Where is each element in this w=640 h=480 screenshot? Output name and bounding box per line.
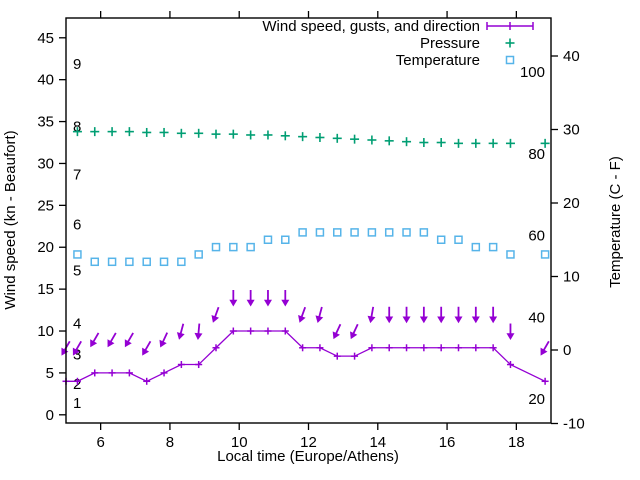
svg-text:-10: -10 [563,416,585,433]
svg-text:20: 20 [37,239,54,256]
wind-direction-arrow [419,306,428,324]
legend-label: Temperature [396,52,480,69]
wind-direction-arrow [298,306,307,323]
wind-direction-arrow [194,323,203,340]
wind-direction-arrow [315,306,324,323]
wind-direction-arrow [159,332,169,348]
plot-border [65,17,552,424]
y-axis-left-title: Wind speed (kn - Beaufort) [2,130,19,309]
y-axis-left: 0 5 10 15 20 25 30 35 40 45 [37,30,66,424]
wind-direction-arrow [281,290,290,307]
svg-text:40: 40 [37,72,54,89]
wind-direction-arrow [142,340,152,356]
legend: Wind speed, gusts, and directionPressure… [262,18,534,69]
wind-direction-arrow [61,340,71,356]
svg-text:40: 40 [528,310,545,327]
wind-direction-arrow [176,323,185,340]
svg-text:6: 6 [96,434,104,451]
svg-text:80: 80 [528,146,545,163]
svg-text:8: 8 [166,434,174,451]
wind-direction-arrow [350,323,359,340]
x-axis-title: Local time (Europe/Athens) [217,448,399,465]
wind-direction-arrow [263,290,272,307]
wind-direction-arrow [124,332,134,348]
y-axis-right-title: Temperature (C - F) [607,156,624,288]
wind-direction-arrow [332,323,342,340]
svg-text:45: 45 [37,30,54,47]
wind-direction-arrow [489,306,498,324]
gust-direction-arrows [61,290,550,356]
svg-text:10: 10 [231,434,248,451]
svg-text:10: 10 [37,323,54,340]
svg-text:0: 0 [563,342,571,359]
pressure-series [72,127,550,148]
svg-text:1: 1 [73,395,81,412]
svg-text:0: 0 [46,407,54,424]
wind-direction-arrow [471,306,480,324]
svg-text:7: 7 [73,166,81,183]
wind-direction-arrow [90,332,100,348]
svg-text:3: 3 [73,346,81,363]
svg-text:5: 5 [73,263,81,280]
svg-text:100: 100 [520,64,545,81]
svg-text:20: 20 [563,195,580,212]
wind-direction-arrow [437,306,446,324]
fahrenheit-scale-labels: 20 40 60 80 100 [520,64,545,408]
y-axis-right: -10 0 10 20 30 40 [551,48,585,433]
svg-text:30: 30 [37,155,54,172]
svg-text:30: 30 [563,122,580,139]
svg-text:18: 18 [508,434,525,451]
legend-label: Wind speed, gusts, and direction [262,18,480,35]
svg-text:10: 10 [563,269,580,286]
svg-text:6: 6 [73,217,81,234]
wind-direction-arrow [402,306,411,324]
wind-direction-arrow [540,340,550,356]
svg-text:60: 60 [528,227,545,244]
svg-text:12: 12 [300,434,317,451]
legend-label: Pressure [420,35,480,52]
svg-text:15: 15 [37,281,54,298]
svg-text:20: 20 [528,391,545,408]
temperature-series [73,228,550,267]
axis-titles: Local time (Europe/Athens) Wind speed (kn… [2,130,624,465]
wind-speed-series [62,327,549,385]
wind-direction-arrow [454,306,463,324]
wind-direction-arrow [385,306,394,324]
wind-direction-arrow [211,306,220,323]
svg-text:40: 40 [563,48,580,65]
wind-direction-arrow [506,323,515,341]
svg-text:35: 35 [37,114,54,131]
wind-direction-arrow [367,306,376,324]
x-axis: 6 8 10 12 14 16 18 [96,11,525,451]
svg-text:16: 16 [439,434,456,451]
svg-text:25: 25 [37,197,54,214]
svg-text:8: 8 [73,119,81,136]
svg-text:14: 14 [369,434,386,451]
wind-direction-arrow [246,290,255,307]
wind-direction-arrow [72,340,82,356]
svg-text:9: 9 [73,56,81,73]
wind-direction-arrow [107,332,117,348]
beaufort-scale-labels: 123456789 [73,56,81,412]
svg-text:4: 4 [73,315,81,332]
svg-text:5: 5 [46,365,54,382]
wind-direction-arrow [229,290,238,307]
